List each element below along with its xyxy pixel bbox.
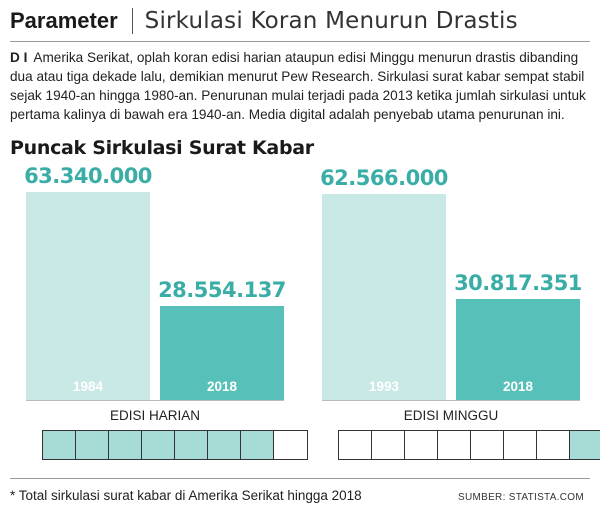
share-indicator [42,430,308,460]
group-label: EDISI MINGGU [403,408,499,423]
share-cell [537,431,570,459]
bar-harian-2018: 2018 [160,306,284,400]
rubric-label: Parameter [10,8,118,33]
header-divider [131,8,133,34]
share-cell [504,431,537,459]
bar-year-label: 1993 [368,378,400,394]
bar-value-label: 28.554.137 [158,278,286,303]
share-cell [208,431,241,459]
group-baseline [322,400,580,401]
intro-body: Amerika Serikat, oplah koran edisi haria… [10,50,586,122]
chart-title: Puncak Sirkulasi Surat Kabar [10,137,314,159]
intro-dateline: D I [10,50,28,65]
footnote: * Total sirkulasi surat kabar di Amerika… [10,488,362,503]
share-indicator [338,430,600,460]
share-cell [43,431,76,459]
bar-value-label: 62.566.000 [320,166,448,191]
share-cell [175,431,208,459]
share-cell [372,431,405,459]
group-baseline [26,400,284,401]
share-cell [339,431,372,459]
bar-harian-1984: 1984 [26,191,150,400]
group-label: EDISI HARIAN [109,408,201,423]
share-cell [241,431,274,459]
headline: Sirkulasi Koran Menurun Drastis [144,8,518,34]
intro-paragraph: D I Amerika Serikat, oplah koran edisi ha… [10,48,595,124]
footer-rule [10,478,590,479]
share-cell [405,431,438,459]
share-cell [274,431,307,459]
bar-year-label: 2018 [206,378,238,394]
bar-minggu-1993: 1993 [322,194,446,400]
header: Parameter Sirkulasi Koran Menurun Drasti… [10,4,518,38]
bar-minggu-2018: 2018 [456,298,580,400]
share-cell [438,431,471,459]
bar-year-label: 1984 [72,378,104,394]
source-credit: SUMBER: STATISTA.COM [457,492,584,503]
header-rule [10,41,590,42]
share-cell [570,431,600,459]
share-cell [471,431,504,459]
bar-value-label: 63.340.000 [24,163,152,188]
bar-year-label: 2018 [502,378,534,394]
share-cell [109,431,142,459]
bar-value-label: 30.817.351 [454,270,582,295]
share-cell [142,431,175,459]
share-cell [76,431,109,459]
